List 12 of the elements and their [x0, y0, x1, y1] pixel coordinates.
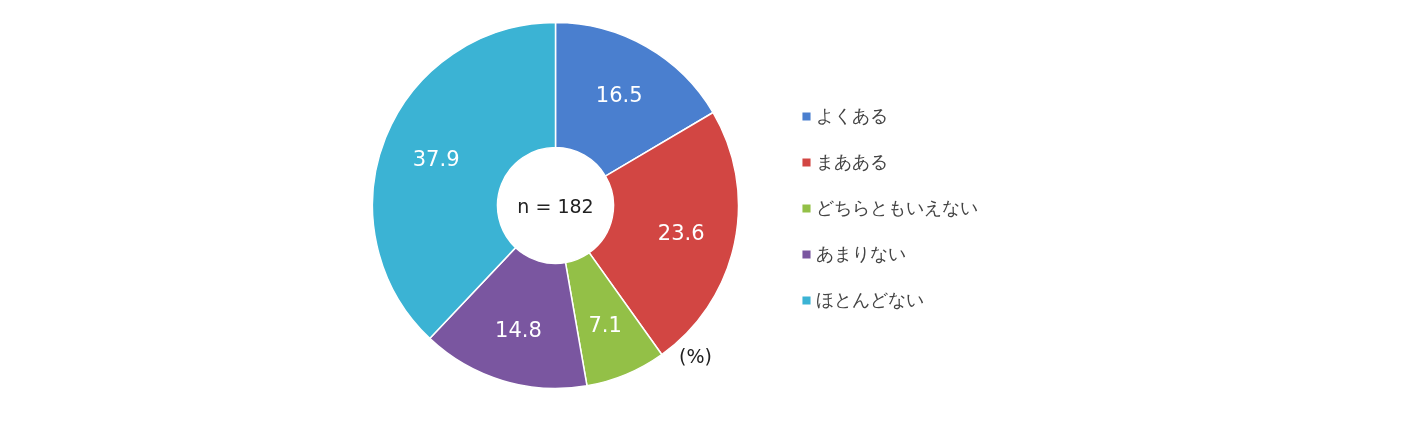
legend-label: まあある	[816, 150, 888, 174]
legend-label: どちらともいえない	[816, 196, 978, 220]
data-label: 37.9	[412, 146, 460, 171]
data-label: 16.5	[595, 82, 643, 107]
legend-label: あまりない	[816, 242, 906, 266]
legend-label: ほとんどない	[816, 288, 924, 312]
data-label: 7.1	[588, 313, 622, 338]
legend-label: よくある	[816, 104, 888, 128]
data-label: 23.6	[657, 221, 705, 246]
data-label: 14.8	[495, 317, 542, 342]
text: (%)	[679, 344, 712, 367]
text: n = 182	[517, 194, 594, 217]
